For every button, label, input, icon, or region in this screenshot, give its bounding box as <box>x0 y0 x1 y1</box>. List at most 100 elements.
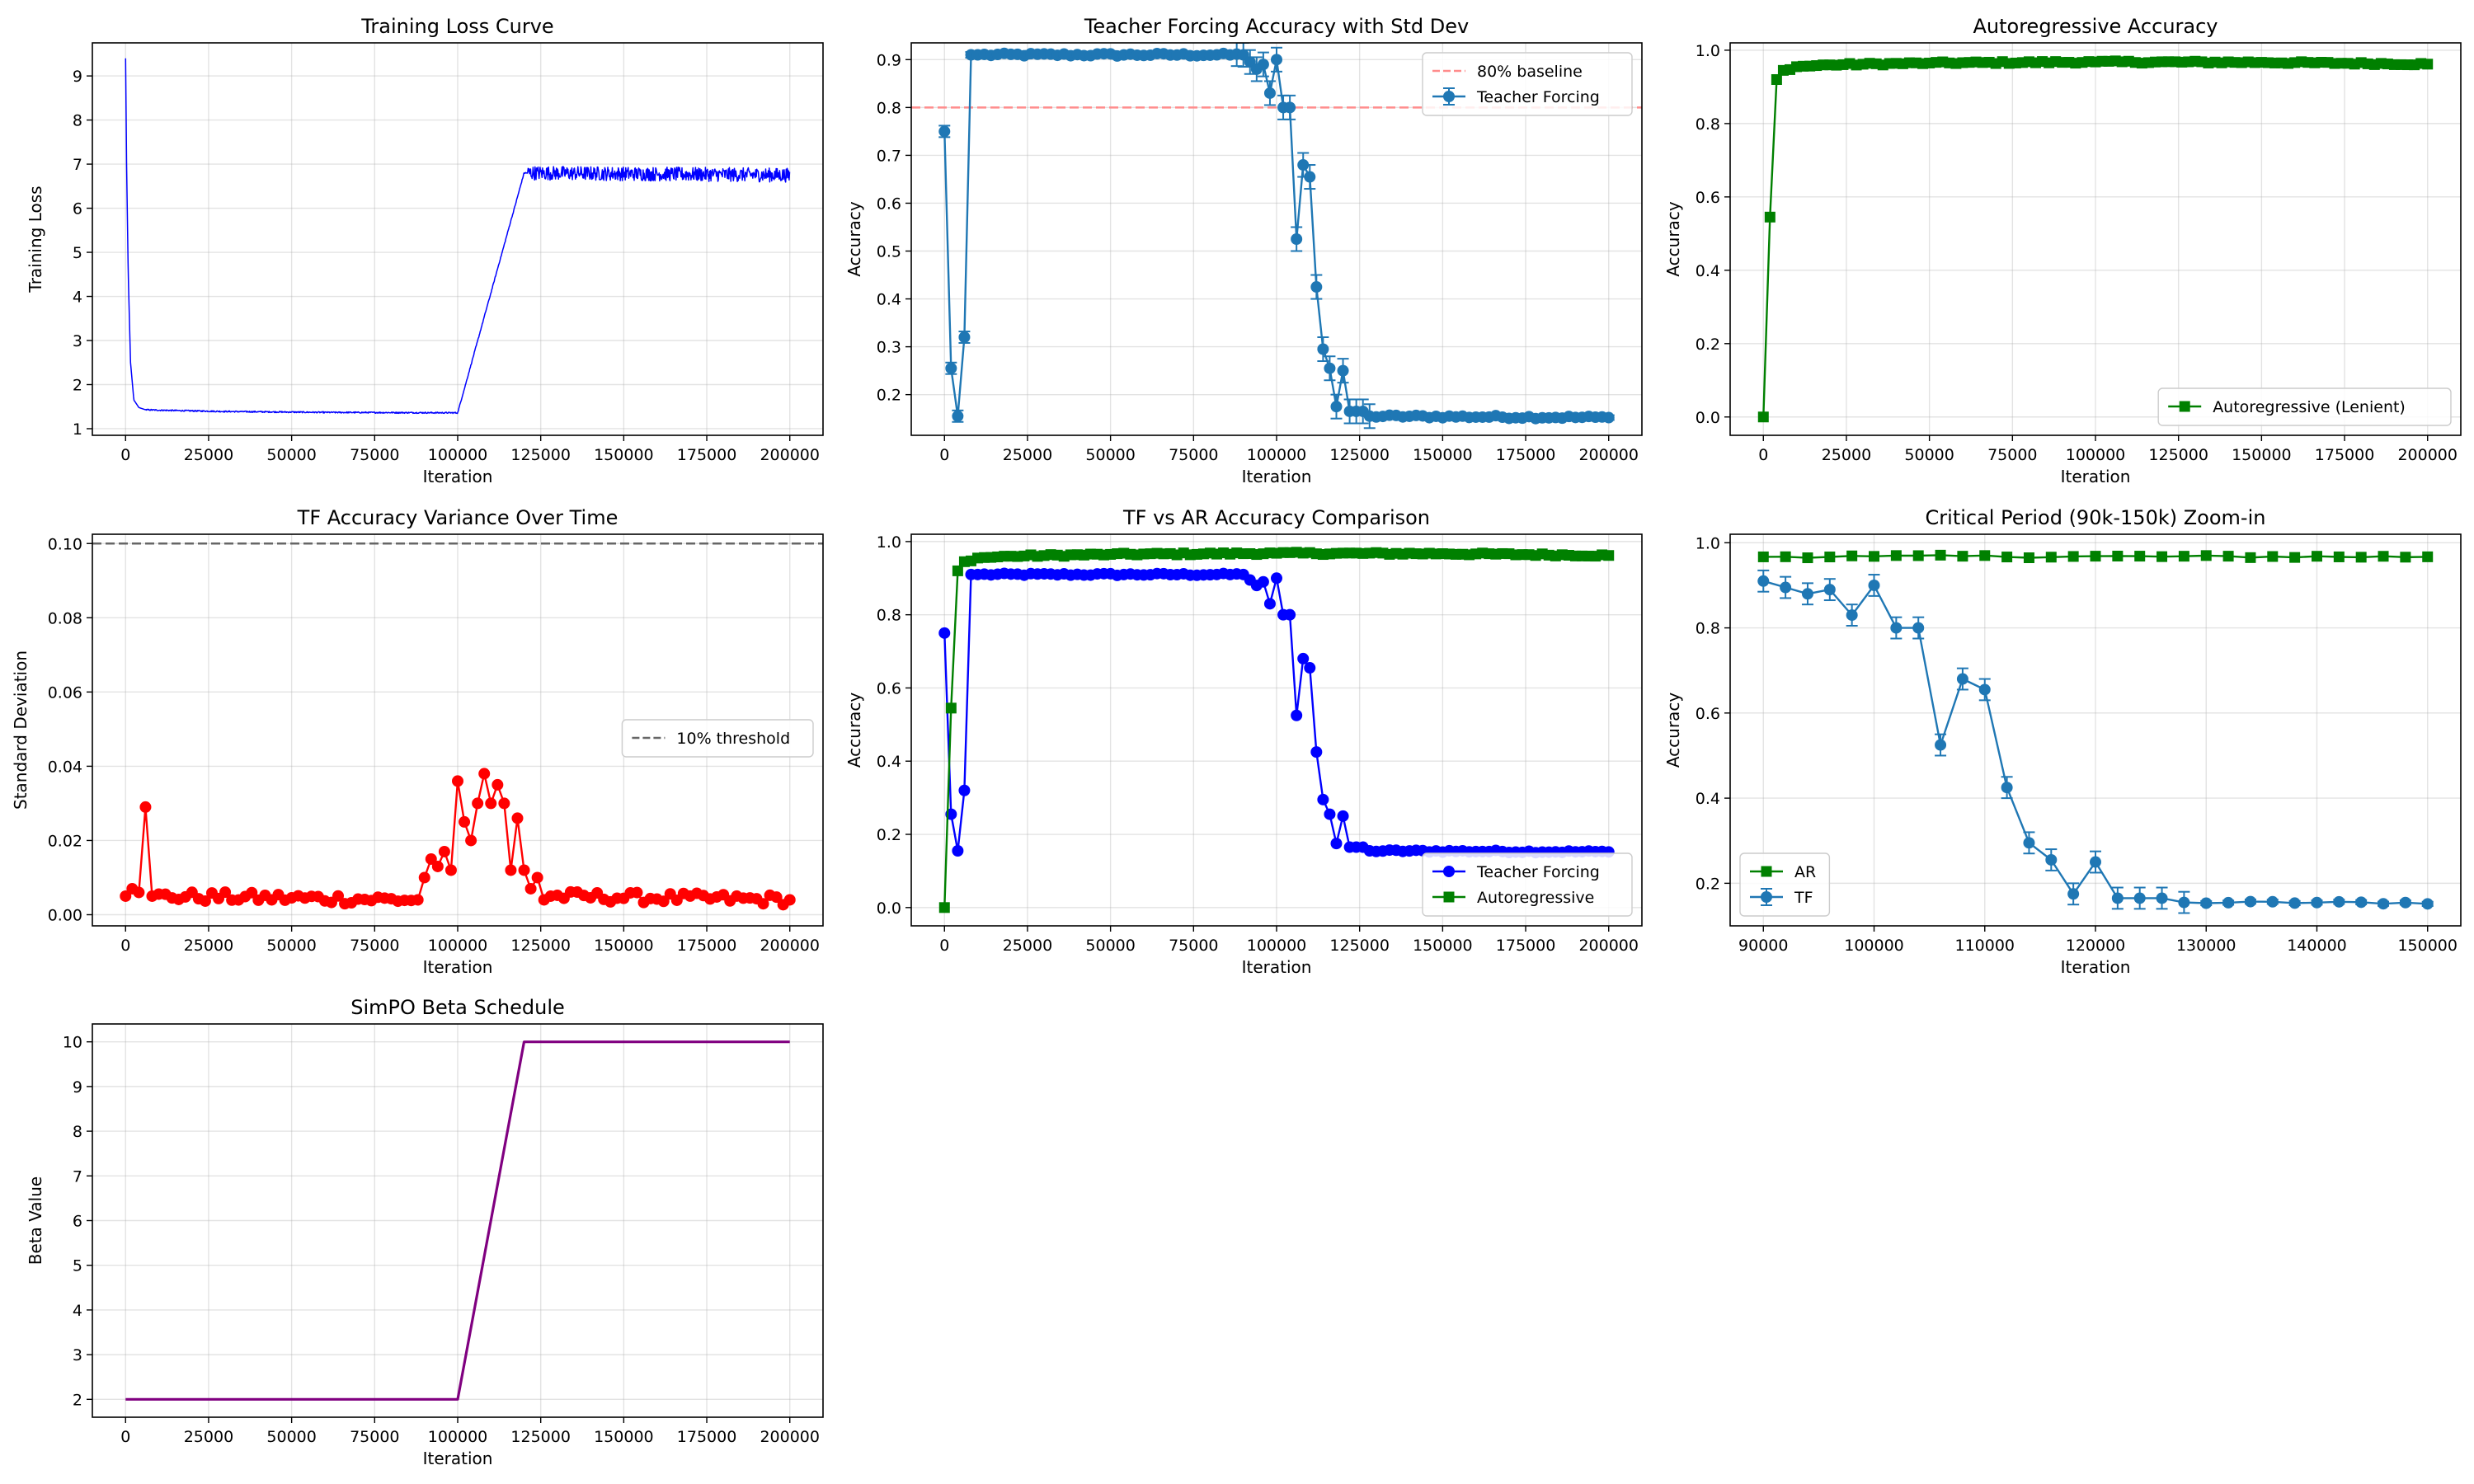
x-tick-label: 100000 <box>428 1428 488 1446</box>
data-point-tf <box>2090 856 2101 868</box>
legend-box <box>2157 387 2452 426</box>
legend-box <box>1422 852 1633 917</box>
x-tick-label: 120000 <box>2066 937 2126 955</box>
data-point-teacher-forcing <box>1297 652 1310 665</box>
data-point-ar <box>2090 551 2101 562</box>
data-point-var <box>120 890 132 902</box>
data-point-var <box>332 890 345 902</box>
axes-frame <box>910 42 1643 436</box>
x-tick-label: 50000 <box>1904 446 1954 464</box>
legend-marker <box>1443 891 1455 903</box>
y-tick-label: 0.5 <box>877 243 901 261</box>
x-tick-label: 150000 <box>1413 446 1473 464</box>
y-axis-label: Accuracy <box>844 693 864 768</box>
plot-area <box>92 542 823 911</box>
x-tick-label: 100000 <box>1247 446 1307 464</box>
data-point-ar <box>2067 551 2079 562</box>
data-point-tf <box>1978 683 1991 696</box>
plot-area <box>125 1040 790 1401</box>
x-tick-label: 150000 <box>1413 937 1473 955</box>
data-point-teacher-forcing <box>952 410 964 422</box>
x-tick-label: 125000 <box>1329 937 1390 955</box>
data-point-teacher-forcing <box>1324 808 1336 820</box>
x-tick-label: 150000 <box>594 446 654 464</box>
y-tick-label: 8 <box>73 112 82 130</box>
legend: AR TF <box>1739 852 1831 917</box>
legend-label-autoregressive-lenient-: Autoregressive (Lenient) <box>2213 398 2406 416</box>
y-tick-label: 0.6 <box>877 195 901 213</box>
data-point-var <box>631 886 643 899</box>
y-tick-label: 1.0 <box>877 533 901 552</box>
y-tick-label: 0.2 <box>877 387 901 405</box>
data-point-var <box>418 871 430 884</box>
data-point-var <box>498 797 510 810</box>
chart-var: 0 25000 50000 75000 100000 125000 150000 175000… <box>11 506 824 977</box>
x-tick-label: 125000 <box>510 446 571 464</box>
data-point-tf <box>2222 896 2235 909</box>
data-point-var <box>444 864 457 876</box>
data-point-var <box>133 886 145 899</box>
data-point-ar <box>1757 551 1769 562</box>
y-tick-label: 0.10 <box>48 535 82 553</box>
x-axis-label: Iteration <box>2061 957 2131 977</box>
data-point-var <box>511 812 524 824</box>
data-point-autoregressive-lenient- <box>1757 411 1769 423</box>
data-point-var <box>505 864 517 876</box>
legend: Autoregressive (Lenient) <box>2157 387 2452 426</box>
x-tick-label: 100000 <box>1247 937 1307 955</box>
data-point-ar <box>2289 552 2301 563</box>
y-tick-label: 0.4 <box>1696 262 1720 280</box>
data-point-var <box>478 768 491 780</box>
y-tick-label: 1 <box>73 420 82 439</box>
legend-marker <box>1443 91 1455 102</box>
x-tick-label: 0 <box>120 446 130 464</box>
legend-box <box>621 719 814 758</box>
data-point-tf <box>1935 739 1947 751</box>
data-point-teacher-forcing <box>958 331 971 343</box>
y-axis-label: Training Loss <box>26 186 45 293</box>
y-tick-label: 9 <box>73 1078 82 1097</box>
legend: 10% threshold <box>621 719 814 758</box>
data-point-tf <box>2266 895 2279 908</box>
data-point-teacher-forcing <box>1263 598 1276 610</box>
x-tick-label: 25000 <box>184 446 233 464</box>
x-tick-label: 150000 <box>2397 937 2458 955</box>
y-tick-label: 0.00 <box>48 906 82 924</box>
x-tick-label: 50000 <box>266 446 316 464</box>
axes-frame <box>92 533 824 927</box>
data-point-tf <box>2421 898 2434 910</box>
data-point-ar <box>1869 551 1880 562</box>
data-point-var <box>657 895 670 908</box>
x-axis-label: Iteration <box>1242 467 1312 486</box>
legend-marker <box>1443 866 1455 877</box>
y-tick-label: 1.0 <box>1696 534 1720 552</box>
chart-ar: 0 25000 50000 75000 100000 125000 150000 175000… <box>1663 15 2462 486</box>
data-point-var <box>431 860 444 872</box>
data-point-autoregressive-lenient- <box>1771 73 1782 85</box>
data-point-teacher-forcing <box>1271 54 1282 66</box>
series-line-loss <box>125 58 791 415</box>
axes-frame <box>910 533 1643 927</box>
plot-area <box>125 58 791 415</box>
data-point-var <box>465 834 477 847</box>
x-tick-label: 175000 <box>677 446 737 464</box>
data-point-teacher-forcing <box>1263 87 1276 99</box>
x-tick-label: 75000 <box>350 1428 399 1446</box>
y-tick-label: 4 <box>73 1302 82 1320</box>
x-axis-label: Iteration <box>423 1449 493 1468</box>
data-point-teacher-forcing <box>1257 575 1269 588</box>
data-point-teacher-forcing <box>1257 59 1269 71</box>
y-tick-label: 0.6 <box>877 679 901 697</box>
data-point-teacher-forcing <box>938 627 951 639</box>
y-tick-label: 9 <box>73 68 82 86</box>
data-point-ar <box>1912 550 1924 561</box>
data-point-ar <box>2045 552 2057 563</box>
y-tick-label: 0.02 <box>48 832 82 850</box>
data-point-tf <box>2311 896 2323 909</box>
data-point-teacher-forcing <box>938 125 951 138</box>
data-point-ar <box>1979 550 1991 561</box>
x-tick-label: 100000 <box>428 446 488 464</box>
data-point-teacher-forcing <box>1304 662 1316 674</box>
legend-label-teacher-forcing: Teacher Forcing <box>1476 88 1600 106</box>
